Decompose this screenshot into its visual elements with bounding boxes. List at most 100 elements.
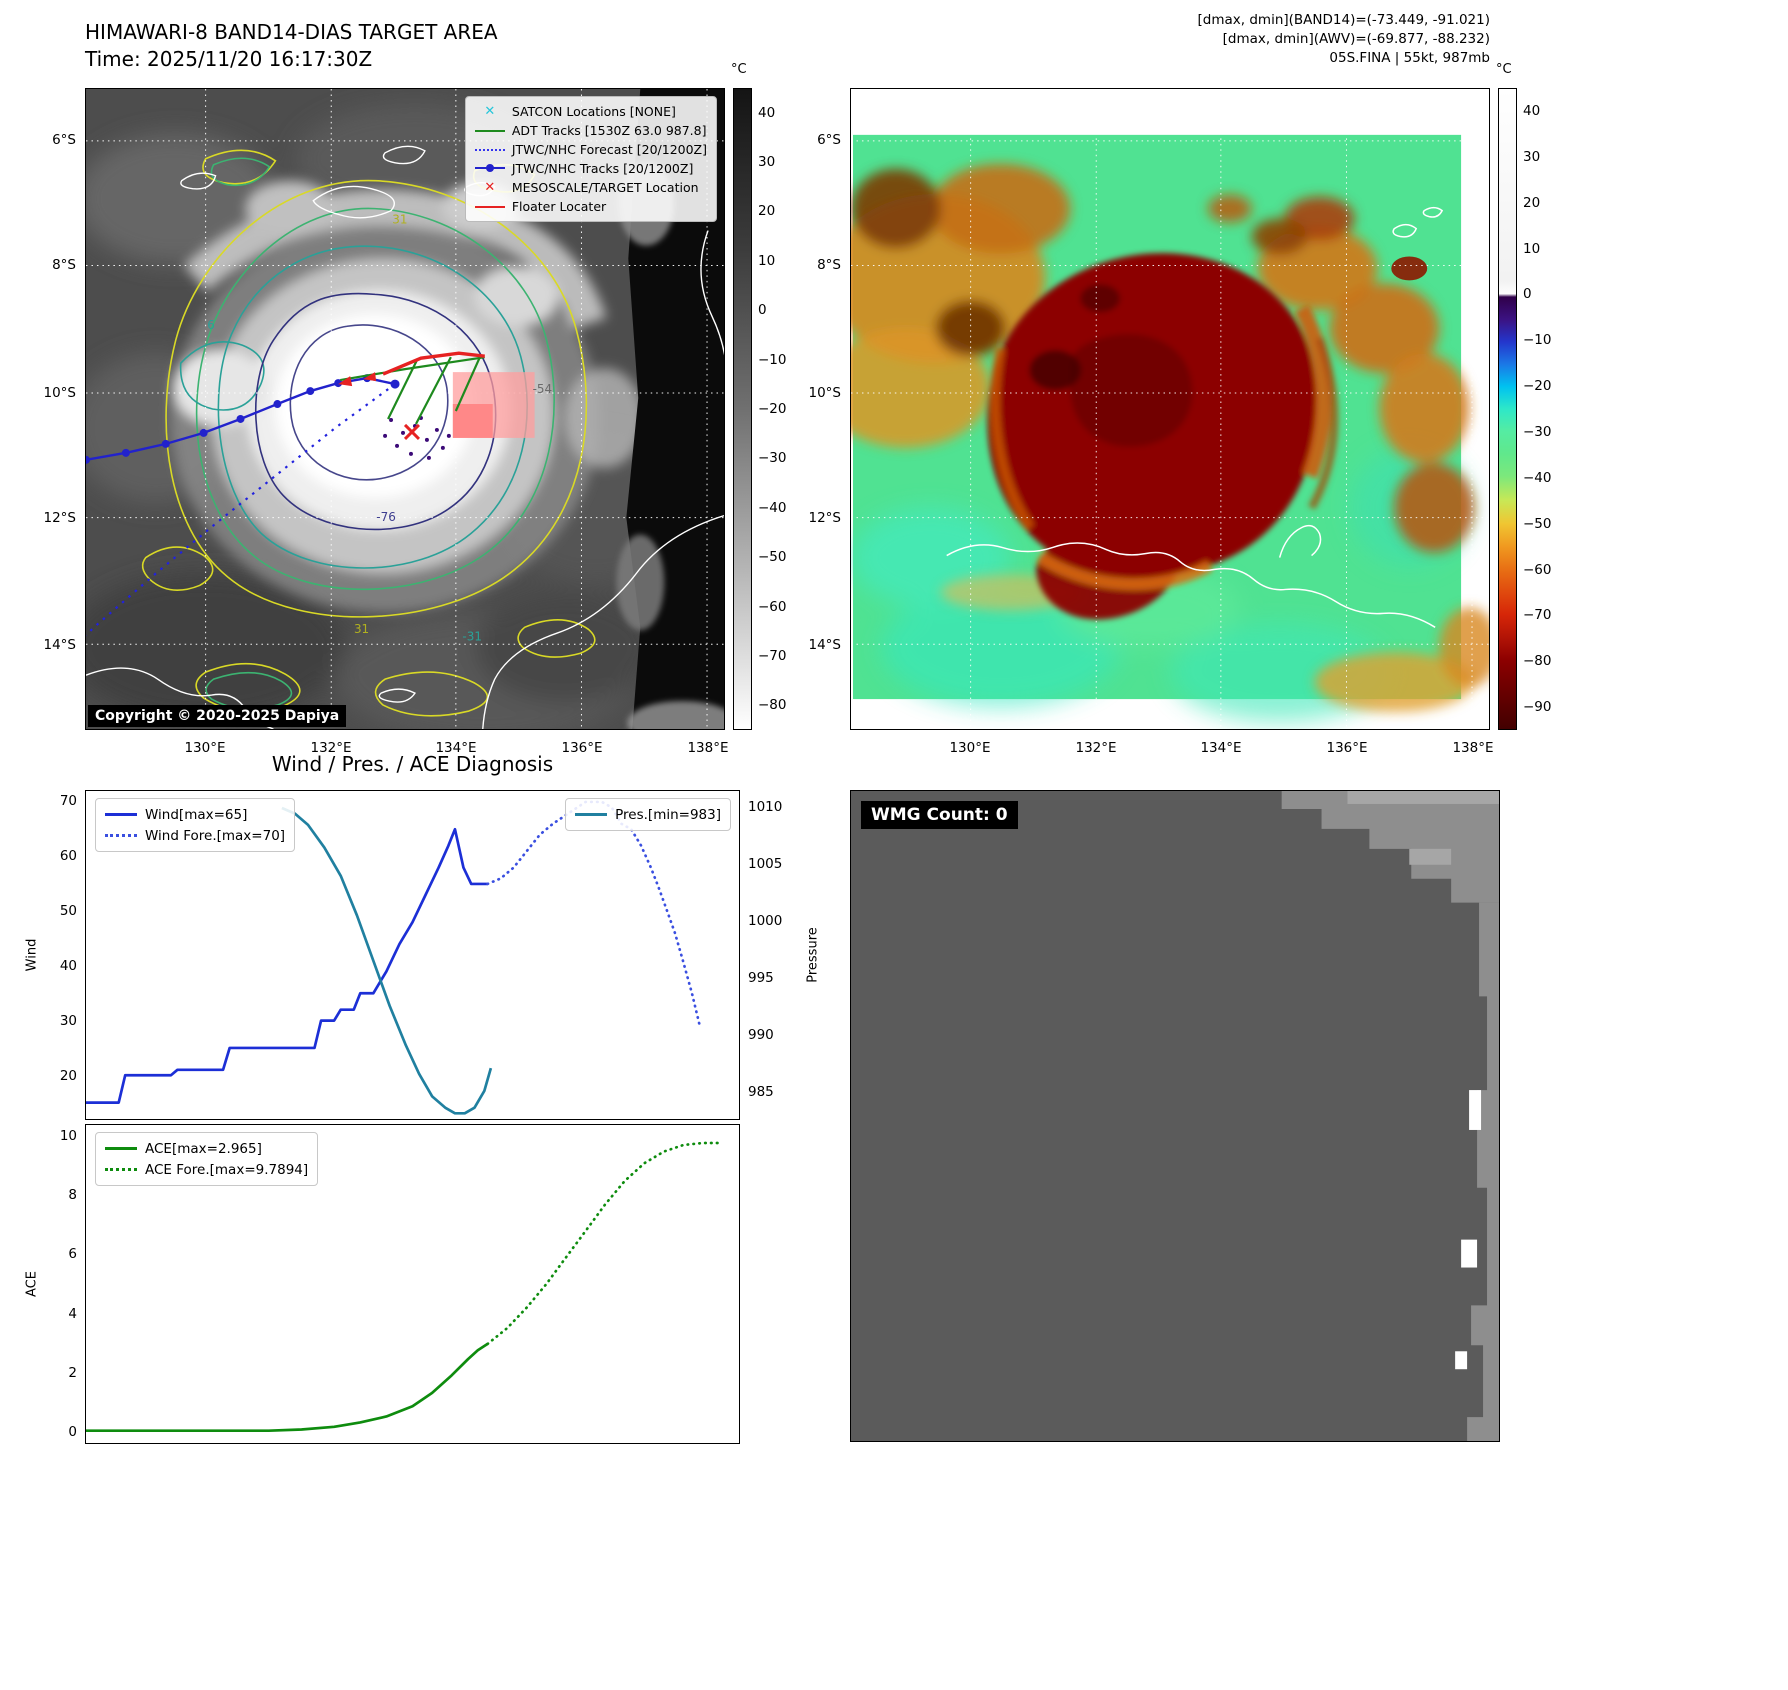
- ace-series-1: [486, 1141, 721, 1346]
- awv-y-tick-label: 6°S: [817, 132, 841, 148]
- wind-pressure-left-tick-label: 20: [59, 1068, 77, 1084]
- awv-colorbar-tick-label: −80: [1523, 653, 1552, 670]
- legend-item-label: ADT Tracks [1530Z 63.0 987.8]: [511, 123, 707, 138]
- ace-left-tick-label: 4: [68, 1305, 77, 1322]
- legend-item-label: Wind[max=65]: [145, 806, 248, 823]
- band14-y-tick-label: 6°S: [52, 132, 76, 148]
- wind-pressure-right-tick-label: 995: [748, 969, 774, 986]
- band14-colorbar-tick-label: 10: [758, 252, 776, 269]
- band14-colorbar-tick-label: 40: [758, 104, 776, 121]
- awv-colorbar-unit: °C: [1496, 62, 1512, 77]
- awv-colorbar-tick-label: −90: [1523, 699, 1552, 716]
- awv-colorbar-tick-label: 20: [1523, 194, 1541, 211]
- band14-x-tick-label: 136°E: [561, 740, 603, 756]
- wind-pressure-left-tick-label: 70: [59, 793, 77, 809]
- legend-item: JTWC/NHC Forecast [20/1200Z]: [474, 140, 707, 159]
- wind-pressure-series-2: [281, 806, 493, 1115]
- band14-colorbar-tick-label: −50: [758, 549, 787, 566]
- legend-item: ADT Tracks [1530Z 63.0 987.8]: [474, 121, 707, 140]
- awv-y-tick-label: 12°S: [808, 509, 842, 526]
- band14-y-tick-label: 14°S: [43, 636, 77, 653]
- contour-label: -54: [533, 382, 553, 396]
- contour-label: 31: [392, 212, 407, 226]
- awv-x-tick-label: 136°E: [1326, 740, 1368, 756]
- copyright-badge: Copyright © 2020-2025 Dapiya: [88, 705, 347, 727]
- legend-item-label: JTWC/NHC Tracks [20/1200Z]: [511, 161, 694, 176]
- wind-pressure-right-tick-label: 1005: [748, 855, 783, 872]
- awv-x-tick-label: 130°E: [949, 740, 991, 756]
- awv-colorbar-tick-label: −10: [1523, 332, 1552, 349]
- band14-panel-title: HIMAWARI-8 BAND14-DIAS TARGET AREA: [85, 20, 498, 44]
- band14-colorbar: [733, 88, 752, 730]
- ace-left-tick-label: 0: [68, 1424, 77, 1441]
- band14-colorbar-tick-label: −80: [758, 697, 787, 714]
- awv-colorbar-tick-label: −60: [1523, 561, 1552, 578]
- band14-colorbar-tick-label: −20: [758, 401, 787, 417]
- ace-axis-label: ACE: [24, 1271, 40, 1297]
- band14-colorbar-tick-label: 0: [758, 302, 767, 319]
- diagnosis-title: Wind / Pres. / ACE Diagnosis: [271, 752, 554, 776]
- forecast-dotted-icon: [474, 148, 505, 151]
- legend-item: JTWC/NHC Tracks [20/1200Z]: [474, 159, 707, 178]
- legend-item-label: Floater Locater: [511, 199, 607, 214]
- band14-colorbar-tick-label: 30: [758, 154, 776, 171]
- legend-item: ACE Fore.[max=9.7894]: [105, 1159, 308, 1180]
- wind-pressure-series-0: [86, 827, 488, 1104]
- wind-pressure-left-tick-label: 30: [59, 1013, 77, 1029]
- wind-pressure-left-tick-label: 40: [59, 958, 77, 974]
- awv-y-tick-label: 14°S: [808, 636, 842, 653]
- awv-x-tick-label: 134°E: [1200, 740, 1242, 756]
- awv-y-tick-label: 8°S: [817, 256, 841, 273]
- latlon-grid: [851, 89, 1489, 729]
- awv-colorbar-tick-label: 30: [1523, 148, 1541, 165]
- ace-legend: ACE[max=2.965] ACE Fore.[max=9.7894]: [95, 1132, 319, 1186]
- band14-map-panel: 31 6 -54 -76 31 -31 ✕ SATCON Locations [NONE] A…: [85, 88, 725, 730]
- wind-pressure-left-tick-label: 50: [59, 903, 77, 919]
- adt-line-icon: [474, 129, 505, 132]
- ace-left-tick-label: 2: [68, 1364, 77, 1381]
- floater-line-icon: [474, 205, 505, 208]
- target-area-inner-box: [452, 404, 493, 438]
- contour-label-group: 31 6 -54 -76 31 -31: [207, 212, 552, 643]
- wmg-panel: WMG Count: 0: [850, 790, 1500, 1442]
- wmg-image: [851, 791, 1499, 1441]
- legend-item-label: ACE Fore.[max=9.7894]: [145, 1161, 309, 1178]
- coastlines: [946, 206, 1444, 628]
- band14-x-tick-label: 134°E: [435, 740, 477, 756]
- dmax-dmin-band14-label: [dmax, dmin](BAND14)=(-73.449, -91.021): [1197, 12, 1490, 28]
- band14-colorbar-tick-label: −30: [758, 450, 787, 467]
- band14-y-tick-label: 10°S: [43, 384, 77, 401]
- storm-id-intensity-label: 05S.FINA | 55kt, 987mb: [1329, 50, 1490, 66]
- awv-colorbar-tick-label: −20: [1523, 378, 1552, 395]
- dmax-dmin-awv-label: [dmax, dmin](AWV)=(-69.877, -88.232): [1222, 31, 1490, 47]
- legend-item-label: JTWC/NHC Forecast [20/1200Z]: [511, 142, 707, 157]
- ace-left-tick-label: 10: [59, 1127, 77, 1144]
- latlon-grid: [86, 89, 724, 729]
- band14-colorbar-tick-label: −40: [758, 499, 787, 516]
- wind-pressure-left-tick-label: 60: [59, 848, 77, 864]
- legend-item: Pres.[min=983]: [575, 804, 721, 825]
- wind-axis-label: Wind: [24, 938, 40, 972]
- band14-map-legend: ✕ SATCON Locations [NONE] ADT Tracks [1530…: [464, 96, 717, 222]
- pressure-axis-label: Pressure: [805, 927, 821, 983]
- legend-line-icon: [575, 813, 608, 816]
- track-line-dot-icon: [474, 164, 505, 173]
- awv-colorbar-tick-label: −70: [1523, 607, 1552, 624]
- legend-line-icon: [105, 834, 137, 837]
- awv-colorbar-tick-label: −40: [1523, 469, 1552, 486]
- band14-colorbar-tick-label: −70: [758, 647, 787, 664]
- floater-arrows: [338, 372, 377, 387]
- floater-track: [382, 351, 485, 376]
- awv-colorbar-tick-label: 10: [1523, 240, 1541, 257]
- legend-item: ✕ SATCON Locations [NONE]: [475, 102, 707, 121]
- satcon-x-icon: ✕: [484, 104, 496, 119]
- band14-x-tick-label: 138°E: [687, 740, 729, 756]
- wmg-count-badge: WMG Count: 0: [861, 801, 1018, 829]
- awv-y-tick-label: 10°S: [808, 384, 842, 401]
- awv-colorbar-tick-label: 40: [1523, 102, 1541, 119]
- band14-y-tick-label: 12°S: [43, 509, 77, 526]
- wind-pressure-right-tick-label: 985: [748, 1083, 774, 1100]
- band14-colorbar-tick-label: −60: [758, 598, 787, 615]
- legend-item: ACE[max=2.965]: [105, 1138, 308, 1159]
